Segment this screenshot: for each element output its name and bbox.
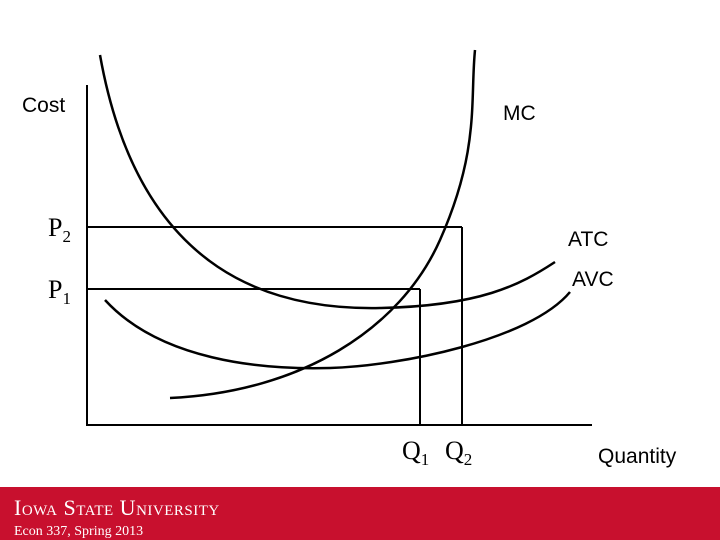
avc-curve xyxy=(104,291,571,370)
y-axis-label: Cost xyxy=(22,94,65,117)
footer-institution: Iowa State University xyxy=(14,495,220,520)
footer-band xyxy=(0,487,720,540)
mc-curve xyxy=(169,49,477,400)
quantity-label: Q2 xyxy=(445,436,472,469)
price-label: P1 xyxy=(48,275,71,308)
footer-course: Econ 337, Spring 2013 xyxy=(14,524,143,539)
curve-label: AVC xyxy=(572,268,614,291)
price-label: P2 xyxy=(48,213,71,246)
atc-curve xyxy=(98,54,556,310)
x-axis-label: Quantity xyxy=(598,445,677,468)
curve-label: ATC xyxy=(568,228,608,251)
curve-label: MC xyxy=(503,102,536,125)
quantity-label: Q1 xyxy=(402,436,429,469)
